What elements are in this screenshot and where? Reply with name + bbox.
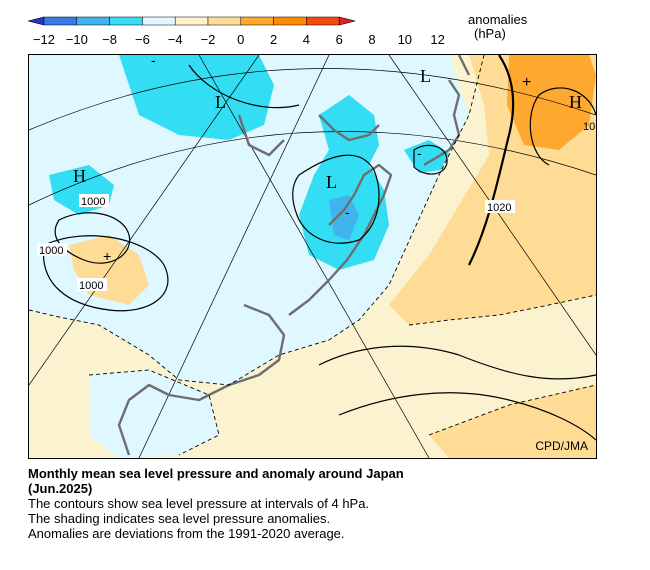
colorbar-arrow-low [27,16,45,26]
low-north-china-label: L [215,92,226,112]
anomaly-negative-southwest [89,370,219,458]
anomaly-minus4-japan [299,95,389,270]
legend-units: (hPa) [474,26,506,41]
anomaly-plus-west-marker: + [103,248,111,264]
caption: Monthly mean sea level pressure and anom… [28,466,628,541]
colorbar-swatch [142,16,176,26]
colorbar-tick-label: −12 [33,32,55,47]
colorbar-tick-label: 12 [430,32,444,47]
colorbar-tick-label: 4 [303,32,310,47]
colorbar-swatch [207,16,242,26]
anomaly-minus4-kuril [404,140,449,173]
colorbar-tick-label: −4 [168,32,183,47]
colorbar-tick-label: 6 [336,32,343,47]
high-west-label: H [73,166,86,186]
caption-line3: Anomalies are deviations from the 1991-2… [28,526,345,541]
caption-title-line1: Monthly mean sea level pressure and anom… [28,466,404,481]
colorbar-tick-label: −10 [66,32,88,47]
low-japan-sea-label: L [326,172,337,192]
pressure-map: L L L H H - - - + + 1000 1000 1000 1020 … [28,54,597,459]
caption-title-line2: (Jun.2025) [28,481,93,496]
isobar-label-1000-a-box [79,194,109,207]
credit-label: CPD/JMA [535,439,588,453]
colorbar-swatch [109,16,143,26]
anomaly-plus-pacific-marker: + [522,74,531,91]
colorbar-arrow-high [338,16,356,26]
colorbar-swatch [174,16,209,26]
isobar-label-1000-a: 1000 [81,196,105,208]
low-okhotsk-label: L [420,66,431,86]
colorbar-swatch [306,16,340,26]
legend-title: anomalies (hPa) [468,13,527,41]
anomaly-minus-kuril-marker: - [417,145,422,161]
colorbar-tick-label: 10 [398,32,412,47]
anomaly-minus-north-marker: - [151,55,156,68]
isobar-label-1020-box [485,200,515,213]
anomaly-zero-contours [29,55,596,456]
colorbar-tick-label: 2 [270,32,277,47]
colorbar-swatch [240,16,274,26]
high-pacific-label: H [569,92,582,112]
isobar-label-1000-b-box [37,243,67,256]
anomaly-positive-high [507,55,596,150]
colorbar-tick-label: −2 [201,32,216,47]
caption-line1: The contours show sea level pressure at … [28,496,370,511]
isobar-label-1000-c-box [77,278,107,291]
isobar-label-1020: 1020 [487,202,511,214]
caption-line2: The shading indicates sea level pressure… [28,511,331,526]
pressure-map-drawing: L L L H H - - - + + 1000 1000 1000 1020 … [29,55,596,458]
isobar-label-1000-c: 1000 [79,280,103,292]
colorbar-swatch [273,16,307,26]
colorbar-tick-label: −8 [102,32,117,47]
legend-title-text: anomalies [468,12,528,27]
isobar-label-1000-b: 1000 [39,245,63,257]
anomaly-minus6-korea [329,195,359,240]
colorbar-swatch [43,16,78,26]
anomaly-colorbar: −12 −10 −8 −6 −4 −2 0 2 4 6 8 10 12 [27,16,445,47]
anomaly-minus-korea-marker: - [345,204,350,220]
colorbar-swatch [76,16,110,26]
colorbar-tick-label: 0 [237,32,244,47]
colorbar-tick-label: 8 [368,32,375,47]
anomaly-positive-southeast [429,385,596,458]
colorbar-tick-label: −6 [135,32,150,47]
